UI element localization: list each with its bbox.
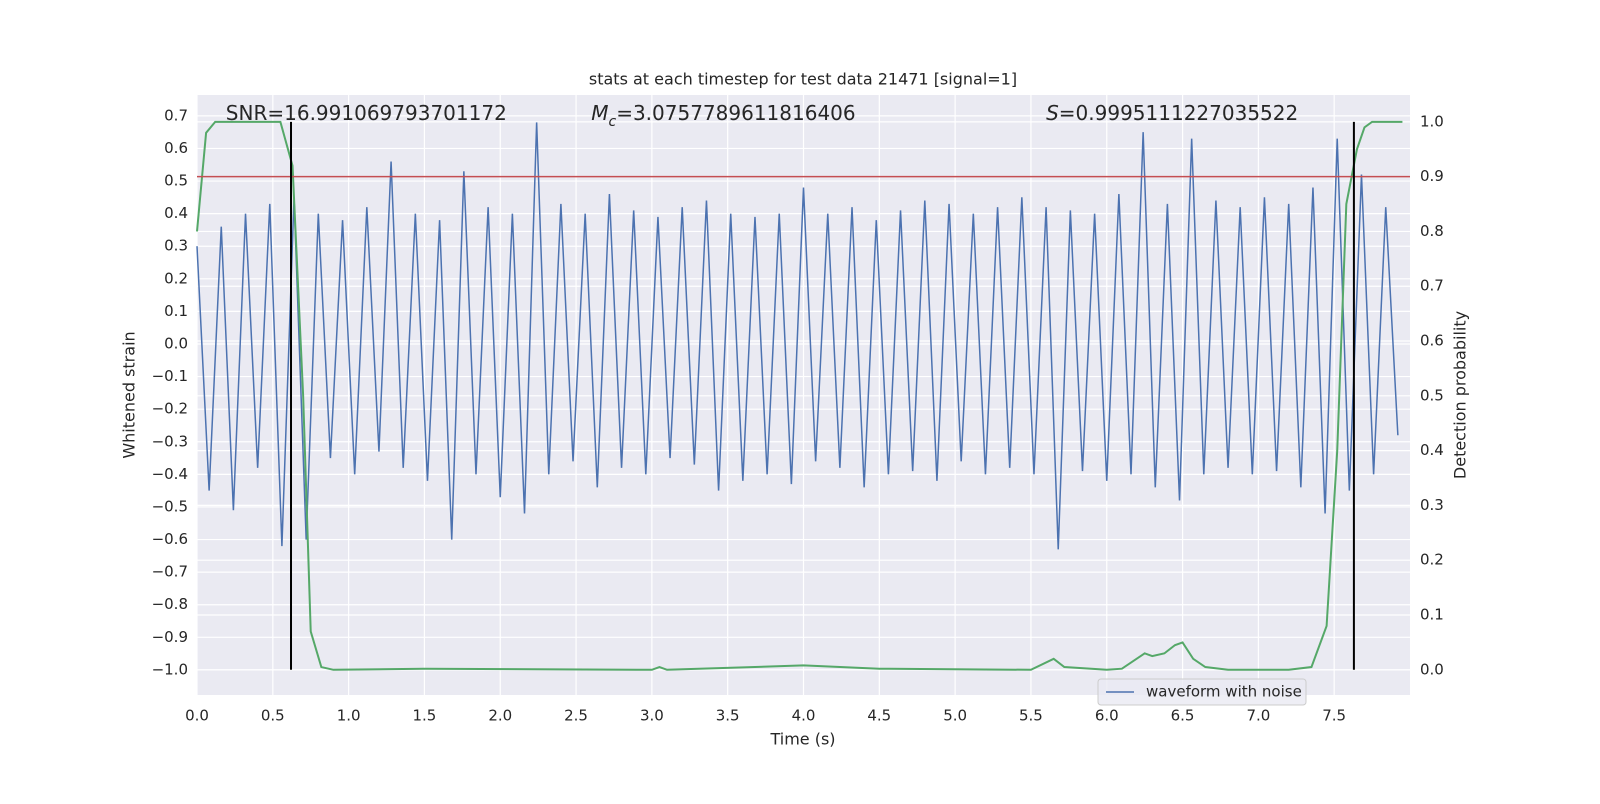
annotation-symbol: SNR (226, 101, 268, 125)
y-tick-label: −0.9 (152, 628, 188, 646)
x-tick-label: 1.5 (413, 707, 437, 725)
x-tick-label: 5.5 (1019, 707, 1043, 725)
y-tick-label: −0.4 (152, 465, 188, 483)
legend-box (1097, 678, 1307, 706)
annotation-symbol: S (1046, 101, 1059, 125)
y-tick-label: −0.7 (152, 563, 188, 581)
y2-axis-label: Detection probability (1451, 311, 1470, 479)
x-tick-label: 7.5 (1322, 707, 1346, 725)
y-tick-label: 0.2 (164, 269, 188, 287)
x-tick-label: 1.0 (337, 707, 361, 725)
y-axis-label: Whitened strain (120, 331, 139, 458)
x-tick-label: 6.0 (1095, 707, 1119, 725)
annotation-value: =3.0757789611816406 (616, 101, 855, 125)
annotation-subscript: c (608, 114, 616, 130)
y2-tick-label: 0.6 (1420, 332, 1444, 350)
y-tick-label: 0.7 (164, 106, 188, 124)
y2-tick-label: 0.2 (1420, 551, 1444, 569)
y-tick-label: 0.4 (164, 204, 188, 222)
y-tick-label: 0.3 (164, 237, 188, 255)
y-tick-label: 0.5 (164, 172, 188, 190)
x-tick-label: 0.5 (261, 707, 285, 725)
y2-tick-label: 0.5 (1420, 386, 1444, 404)
annotation-value: =0.9995111227035522 (1059, 101, 1298, 125)
x-tick-label: 4.5 (867, 707, 891, 725)
x-tick-label: 6.5 (1171, 707, 1195, 725)
x-tick-label: 2.0 (488, 707, 512, 725)
x-tick-label: 5.0 (943, 707, 967, 725)
x-tick-label: 2.5 (564, 707, 588, 725)
y-tick-label: −0.5 (152, 497, 188, 515)
x-tick-label: 7.0 (1246, 707, 1270, 725)
x-tick-label: 3.5 (716, 707, 740, 725)
y-tick-label: −0.3 (152, 432, 188, 450)
annotation-symbol: M (591, 101, 608, 125)
x-tick-label: 3.0 (640, 707, 664, 725)
annotation: Mc=3.0757789611816406 (591, 101, 855, 131)
y-tick-label: −0.2 (152, 400, 188, 418)
y2-tick-label: 0.8 (1420, 222, 1444, 240)
x-tick-label: 0.0 (185, 707, 209, 725)
y-tick-label: 0.1 (164, 302, 188, 320)
y-tick-label: −0.8 (152, 595, 188, 613)
y-tick-label: −1.0 (152, 660, 188, 678)
annotation-value: =16.991069793701172 (267, 101, 506, 125)
series-line (196, 122, 1399, 550)
y2-tick-label: 0.4 (1420, 441, 1444, 459)
x-tick-label: 4.0 (792, 707, 816, 725)
y2-tick-label: 0.7 (1420, 277, 1444, 295)
x-axis-label: Time (s) (769, 730, 835, 749)
y2-tick-label: 0.9 (1420, 167, 1444, 185)
y-tick-label: 0.6 (164, 139, 188, 157)
annotation: SNR=16.991069793701172 (226, 101, 507, 125)
legend-label: waveform with noise (1146, 683, 1302, 701)
chart-title: stats at each timestep for test data 214… (589, 70, 1017, 89)
series-line (196, 120, 1403, 671)
annotation: S=0.9995111227035522 (1046, 101, 1298, 125)
y-tick-label: −0.1 (152, 367, 188, 385)
y-tick-label: 0.0 (164, 334, 188, 352)
y-tick-label: −0.6 (152, 530, 188, 548)
y2-tick-label: 1.0 (1420, 112, 1444, 130)
y2-tick-label: 0.3 (1420, 496, 1444, 514)
y2-tick-label: 0.0 (1420, 660, 1444, 678)
y2-tick-label: 0.1 (1420, 606, 1444, 624)
